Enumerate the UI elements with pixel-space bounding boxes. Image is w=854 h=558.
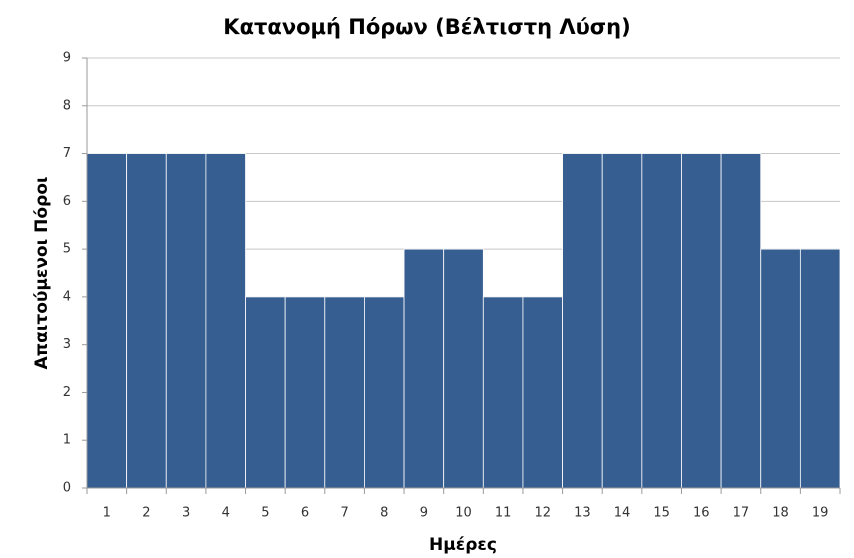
- bar: [799, 248, 841, 489]
- x-tick-label: 2: [142, 506, 150, 521]
- y-tick-label: 8: [63, 98, 71, 113]
- bar: [601, 153, 643, 489]
- x-tick-label: 3: [182, 506, 190, 521]
- bar: [443, 248, 484, 489]
- y-axis-title: Απαιτούμενοι Πόροι: [32, 176, 52, 369]
- x-tick-label: 4: [222, 506, 230, 521]
- x-tick-label: 6: [301, 506, 309, 521]
- y-tick-label: 4: [63, 289, 71, 304]
- y-tick-label: 5: [63, 242, 71, 257]
- x-tick-label: 15: [653, 506, 670, 521]
- bar: [165, 153, 207, 489]
- x-tick-label: 14: [614, 506, 631, 521]
- x-tick-label: 17: [733, 506, 750, 521]
- x-tick-label: 12: [534, 506, 551, 521]
- chart-title: Κατανομή Πόρων (Βέλτιστη Λύση): [223, 15, 630, 39]
- x-tick-label: 19: [812, 506, 829, 521]
- bar: [760, 248, 801, 489]
- x-tick-label: 16: [693, 506, 710, 521]
- x-tick-label: 7: [340, 506, 348, 521]
- x-tick-label: 9: [420, 506, 428, 521]
- bar: [324, 296, 365, 489]
- y-tick-label: 7: [63, 146, 71, 161]
- bar: [284, 296, 326, 489]
- x-axis-title: Ημέρες: [429, 535, 497, 555]
- x-tick-label: 5: [261, 506, 269, 521]
- bar: [205, 153, 246, 489]
- x-tick-label: 13: [574, 506, 591, 521]
- bar: [562, 153, 603, 489]
- bar: [86, 153, 128, 489]
- bar: [641, 153, 682, 489]
- x-tick-label: 18: [772, 506, 789, 521]
- y-tick-label: 6: [63, 194, 71, 209]
- bar: [482, 296, 524, 489]
- bar: [403, 248, 445, 489]
- y-tick-label: 1: [63, 433, 71, 448]
- x-tick-label: 8: [380, 506, 388, 521]
- x-tick-label: 11: [495, 506, 512, 521]
- bar: [364, 296, 405, 489]
- y-tick-label: 0: [63, 481, 71, 496]
- bar: [522, 296, 563, 489]
- x-tick-label: 1: [103, 506, 111, 521]
- x-tick-label: 10: [455, 506, 472, 521]
- bar: [681, 153, 722, 489]
- y-tick-label: 2: [63, 385, 71, 400]
- bar: [720, 153, 762, 489]
- bar: [245, 296, 286, 489]
- bar: [126, 153, 167, 489]
- y-tick-label: 9: [63, 51, 71, 66]
- y-tick-label: 3: [63, 337, 71, 352]
